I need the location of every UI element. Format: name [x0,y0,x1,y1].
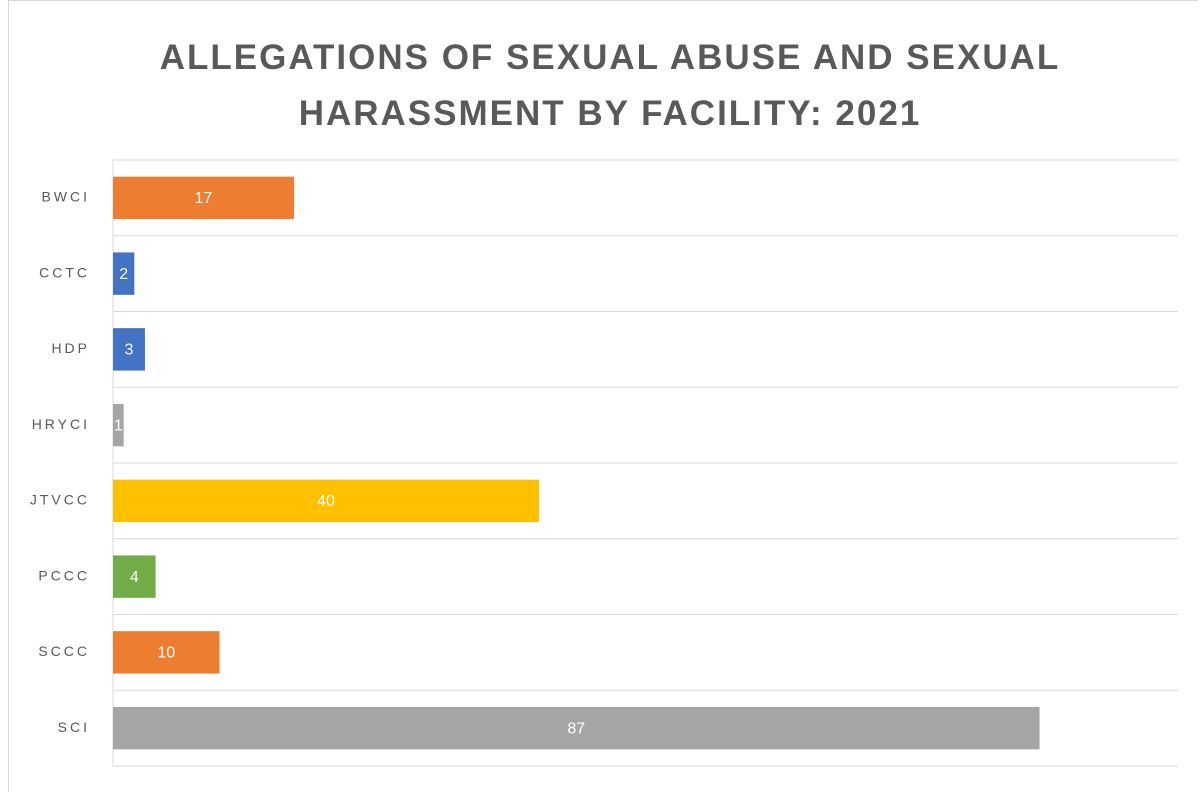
bar [113,631,220,674]
y-tick-label: JTVCC [30,492,90,508]
bar [113,403,124,447]
y-tick-label: CCTC [39,264,90,280]
y-tick-label: PCCC [38,567,90,583]
chart-frame [8,0,1198,792]
bar [113,706,1040,750]
data-label: 40 [317,493,335,510]
y-tick-label: SCCC [38,643,90,659]
data-label: 17 [195,190,213,207]
data-label: 10 [157,645,175,662]
bar [113,328,145,371]
data-label: 4 [130,569,139,586]
bar [113,176,295,220]
y-tick-label: SCI [58,719,90,735]
bar [113,252,135,295]
data-label: 2 [119,266,128,283]
chart-title: ALLEGATIONS OF SEXUAL ABUSE AND SEXUAL H… [159,38,1061,133]
data-label: 1 [114,417,123,434]
bar [113,479,539,523]
data-label: 3 [125,342,134,359]
bar [113,555,156,598]
y-tick-label: HRYCI [32,416,90,432]
y-tick-label: BWCI [41,189,90,205]
y-tick-label: HDP [51,340,90,356]
data-label: 87 [567,720,585,737]
